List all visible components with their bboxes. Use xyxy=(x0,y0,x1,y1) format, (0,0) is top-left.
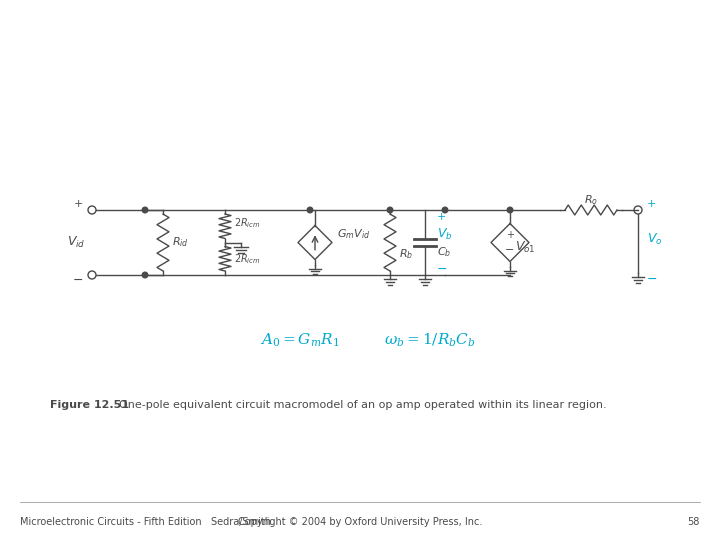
Text: $R_o$: $R_o$ xyxy=(584,193,598,207)
Text: One-pole equivalent circuit macromodel of an op amp operated within its linear r: One-pole equivalent circuit macromodel o… xyxy=(112,400,607,410)
Text: −: − xyxy=(647,273,657,286)
Circle shape xyxy=(142,207,148,213)
Circle shape xyxy=(307,207,312,213)
Text: $2R_{icm}$: $2R_{icm}$ xyxy=(234,217,261,230)
Text: Microelectronic Circuits - Fifth Edition   Sedra/Smith: Microelectronic Circuits - Fifth Edition… xyxy=(20,517,271,527)
Text: 58: 58 xyxy=(688,517,700,527)
Text: +: + xyxy=(437,212,446,222)
Text: −: − xyxy=(437,262,448,275)
Text: +: + xyxy=(506,230,514,240)
Circle shape xyxy=(507,207,513,213)
Text: +: + xyxy=(647,199,657,209)
Text: −: − xyxy=(73,273,84,287)
Text: Figure 12.51: Figure 12.51 xyxy=(50,400,129,410)
Text: $V_b$: $V_b$ xyxy=(437,227,453,242)
Circle shape xyxy=(387,207,393,213)
Text: $2R_{icm}$: $2R_{icm}$ xyxy=(234,252,261,266)
Text: $A_0 = G_{m}R_1$: $A_0 = G_{m}R_1$ xyxy=(260,332,340,349)
Text: $V_{id}$: $V_{id}$ xyxy=(67,235,85,250)
Text: $G_m V_{id}$: $G_m V_{id}$ xyxy=(337,227,370,241)
Text: Copyright © 2004 by Oxford University Press, Inc.: Copyright © 2004 by Oxford University Pr… xyxy=(238,517,482,527)
Text: $C_b$: $C_b$ xyxy=(437,246,451,259)
Circle shape xyxy=(442,207,448,213)
Circle shape xyxy=(142,272,148,278)
Text: $R_b$: $R_b$ xyxy=(399,248,413,261)
Text: $V_{o1}$: $V_{o1}$ xyxy=(515,240,536,255)
Text: +: + xyxy=(73,199,83,209)
Text: $\omega_b = 1/R_b C_b$: $\omega_b = 1/R_b C_b$ xyxy=(384,332,476,349)
Text: $V_o$: $V_o$ xyxy=(647,232,662,247)
Text: −: − xyxy=(505,246,515,255)
Text: $R_{id}$: $R_{id}$ xyxy=(172,235,189,249)
